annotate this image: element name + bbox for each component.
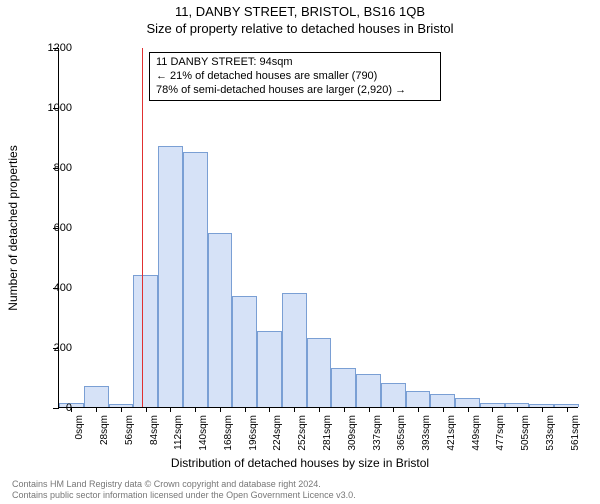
x-axis-label: Distribution of detached houses by size … xyxy=(0,456,600,470)
histogram-bar xyxy=(208,233,233,407)
x-tick xyxy=(393,407,394,412)
histogram-bar xyxy=(455,398,480,407)
x-tick xyxy=(245,407,246,412)
histogram-bar xyxy=(307,338,332,407)
histogram-bar xyxy=(356,374,381,407)
reference-line xyxy=(142,48,143,407)
x-tick-label: 365sqm xyxy=(396,415,407,451)
histogram-chart: 11 DANBY STREET: 94sqm← 21% of detached … xyxy=(58,48,578,408)
x-tick xyxy=(443,407,444,412)
x-tick-label: 84sqm xyxy=(149,415,160,445)
x-tick xyxy=(220,407,221,412)
histogram-bar xyxy=(381,383,406,407)
x-tick-label: 112sqm xyxy=(173,415,184,450)
x-tick-label: 252sqm xyxy=(297,415,308,451)
x-tick-label: 281sqm xyxy=(322,415,333,451)
x-tick-label: 309sqm xyxy=(347,415,358,451)
footer-line-2: Contains public sector information licen… xyxy=(12,490,356,501)
x-tick-label: 449sqm xyxy=(471,415,482,451)
histogram-bar xyxy=(232,296,257,407)
x-tick xyxy=(468,407,469,412)
y-tick-label: 600 xyxy=(32,222,72,234)
histogram-bar xyxy=(183,152,208,407)
histogram-bar xyxy=(331,368,356,407)
y-tick-label: 0 xyxy=(32,402,72,414)
x-tick-label: 28sqm xyxy=(99,415,110,445)
plot-area: 11 DANBY STREET: 94sqm← 21% of detached … xyxy=(58,48,578,408)
x-tick-label: 393sqm xyxy=(421,415,432,451)
y-tick-label: 800 xyxy=(32,162,72,174)
x-tick-label: 196sqm xyxy=(248,415,259,451)
x-tick xyxy=(567,407,568,412)
x-tick-label: 56sqm xyxy=(124,415,135,445)
histogram-bar xyxy=(430,394,455,408)
x-tick xyxy=(170,407,171,412)
x-tick-label: 421sqm xyxy=(446,415,457,451)
annotation-line: 11 DANBY STREET: 94sqm xyxy=(156,56,434,70)
x-tick xyxy=(369,407,370,412)
x-tick-label: 477sqm xyxy=(495,415,506,451)
x-tick xyxy=(146,407,147,412)
x-tick-label: 337sqm xyxy=(372,415,383,451)
x-tick xyxy=(195,407,196,412)
x-tick-label: 533sqm xyxy=(545,415,556,451)
y-tick-label: 200 xyxy=(32,342,72,354)
page-title-address: 11, DANBY STREET, BRISTOL, BS16 1QB xyxy=(0,4,600,19)
x-tick xyxy=(96,407,97,412)
x-tick xyxy=(269,407,270,412)
annotation-line: ← 21% of detached houses are smaller (79… xyxy=(156,70,434,84)
x-tick xyxy=(344,407,345,412)
x-tick-label: 140sqm xyxy=(198,415,209,451)
x-tick xyxy=(294,407,295,412)
x-tick-label: 561sqm xyxy=(570,415,581,451)
histogram-bar xyxy=(257,331,282,408)
x-tick xyxy=(121,407,122,412)
footer-attribution: Contains HM Land Registry data © Crown c… xyxy=(12,479,356,501)
x-tick xyxy=(517,407,518,412)
x-tick-label: 0sqm xyxy=(74,415,85,439)
x-tick xyxy=(418,407,419,412)
annotation-box: 11 DANBY STREET: 94sqm← 21% of detached … xyxy=(149,52,441,101)
y-tick-label: 1200 xyxy=(32,42,72,54)
x-tick-label: 168sqm xyxy=(223,415,234,451)
histogram-bar xyxy=(84,386,109,407)
y-tick-label: 400 xyxy=(32,282,72,294)
x-tick xyxy=(542,407,543,412)
x-tick-label: 505sqm xyxy=(520,415,531,451)
histogram-bar xyxy=(133,275,158,407)
x-tick xyxy=(492,407,493,412)
x-tick-label: 224sqm xyxy=(272,415,283,451)
page-subtitle: Size of property relative to detached ho… xyxy=(0,21,600,36)
histogram-bar xyxy=(158,146,183,407)
footer-line-1: Contains HM Land Registry data © Crown c… xyxy=(12,479,356,490)
annotation-line: 78% of semi-detached houses are larger (… xyxy=(156,84,434,98)
histogram-bar xyxy=(282,293,307,407)
x-tick xyxy=(319,407,320,412)
histogram-bar xyxy=(406,391,431,408)
y-tick-label: 1000 xyxy=(32,102,72,114)
y-axis-label: Number of detached properties xyxy=(6,145,20,310)
